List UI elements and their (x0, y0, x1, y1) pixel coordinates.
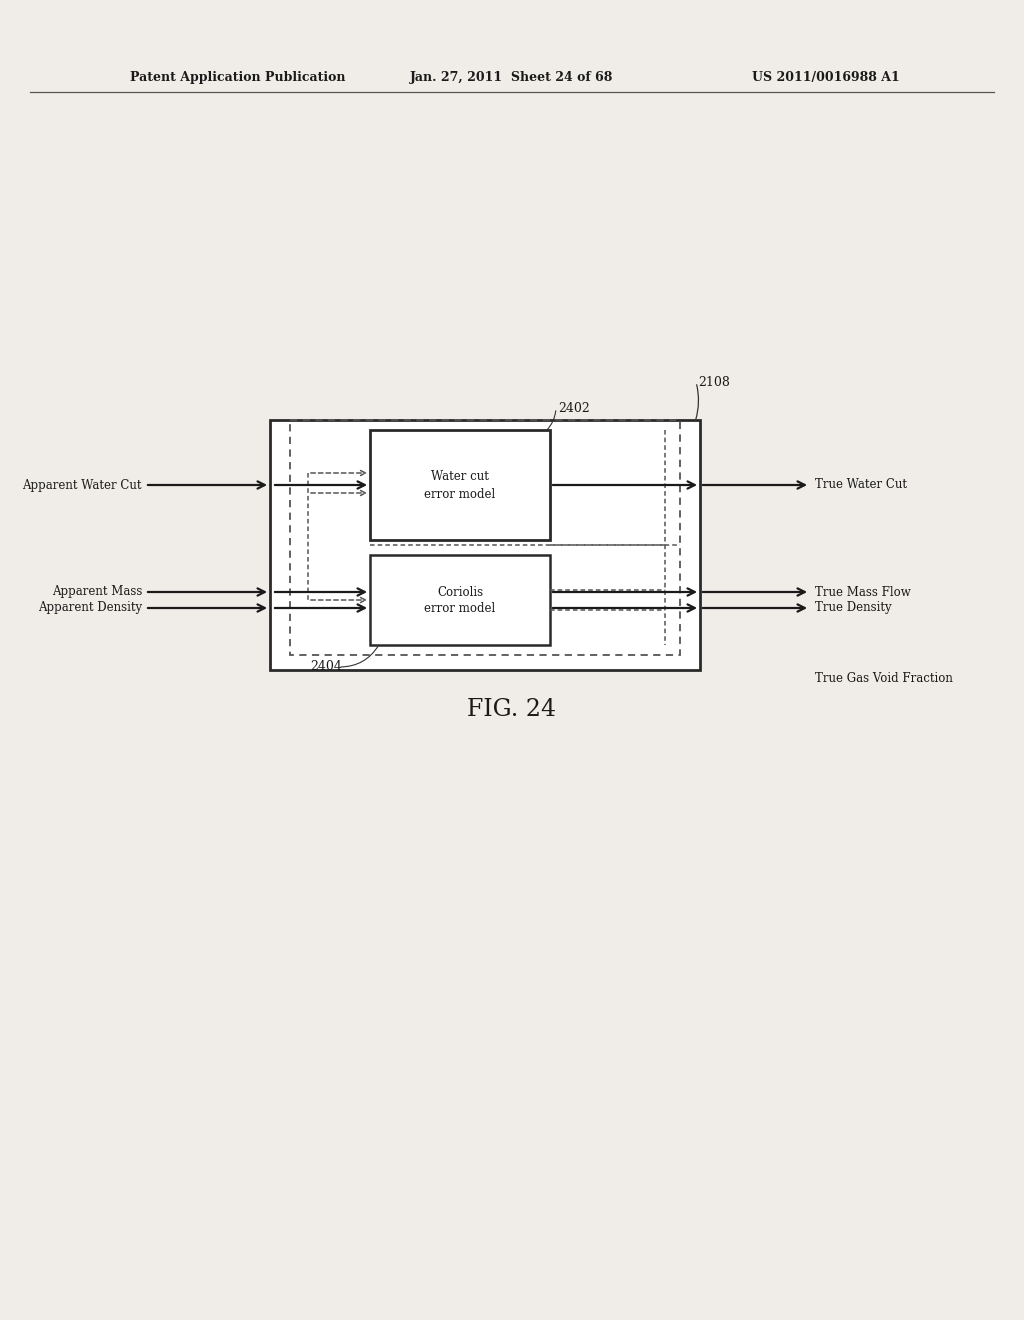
Text: 2402: 2402 (558, 401, 590, 414)
Text: Coriolis: Coriolis (437, 586, 483, 598)
Bar (370, 554, 550, 645)
Text: US 2011/0016988 A1: US 2011/0016988 A1 (753, 71, 900, 84)
Text: 2108: 2108 (698, 375, 730, 388)
Text: Patent Application Publication: Patent Application Publication (130, 71, 345, 84)
Text: FIG. 24: FIG. 24 (467, 698, 557, 722)
Text: True Water Cut: True Water Cut (815, 479, 907, 491)
Text: Jan. 27, 2011  Sheet 24 of 68: Jan. 27, 2011 Sheet 24 of 68 (411, 71, 613, 84)
Text: True Density: True Density (815, 602, 892, 615)
Text: Water cut: Water cut (431, 470, 488, 483)
Text: True Gas Void Fraction: True Gas Void Fraction (815, 672, 953, 685)
Bar (290, 420, 680, 655)
Text: Apparent Water Cut: Apparent Water Cut (23, 479, 142, 491)
Text: error model: error model (424, 488, 496, 502)
Text: True Mass Flow: True Mass Flow (815, 586, 910, 598)
Text: Apparent Mass: Apparent Mass (51, 586, 142, 598)
Bar (370, 430, 550, 540)
Bar (270, 420, 700, 671)
Text: error model: error model (424, 602, 496, 615)
Text: Apparent Density: Apparent Density (38, 602, 142, 615)
Text: 2404: 2404 (310, 660, 342, 673)
